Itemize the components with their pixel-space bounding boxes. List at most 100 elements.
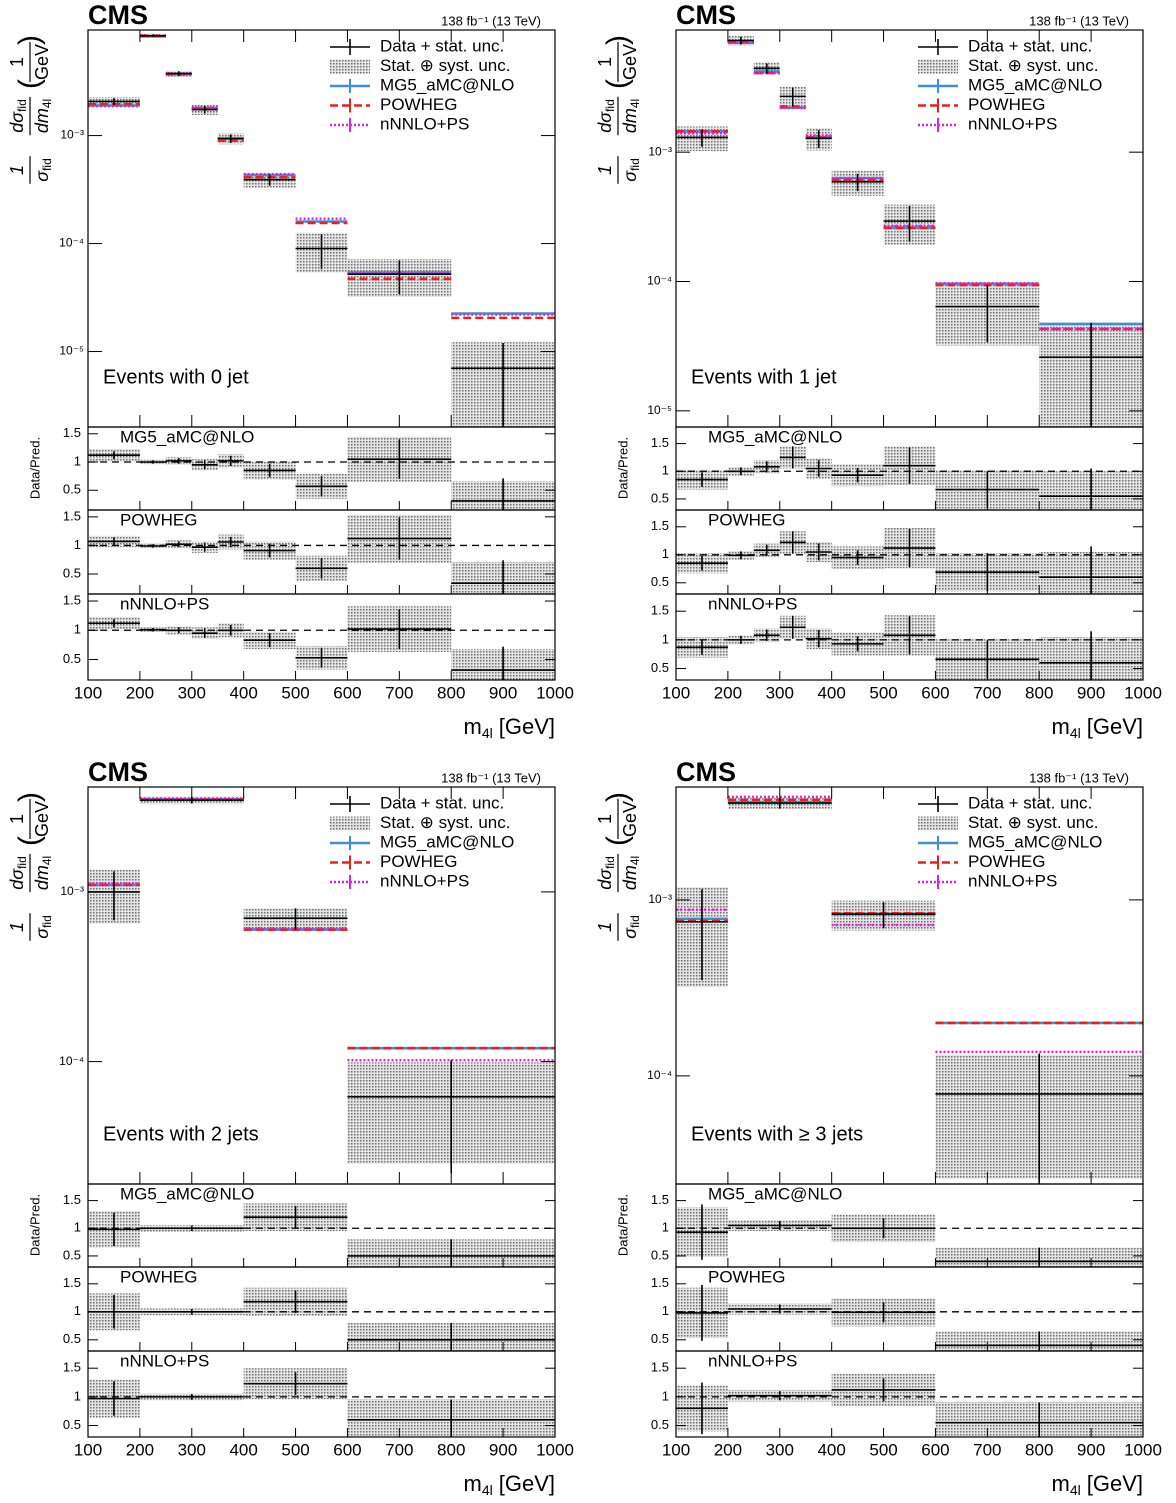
experiment-label: CMS [676, 757, 736, 787]
ratio-y-tick-label: 0.5 [651, 660, 669, 675]
y-label-part: 1 [7, 814, 27, 824]
x-tick-label: 900 [1077, 683, 1105, 702]
legend-label: MG5_aMC@NLO [968, 832, 1102, 851]
y-label-part: 1 [595, 922, 615, 932]
ratio-y-tick-label: 1.5 [651, 435, 669, 450]
x-label-part: m [464, 1471, 482, 1496]
ratio-y-tick-label: 1 [662, 631, 669, 646]
ratio-y-tick-label: 0.5 [651, 490, 669, 505]
x-tick-label: 1000 [1124, 683, 1162, 702]
x-tick-label: 800 [1025, 1440, 1053, 1459]
y-label-paren: ) [13, 792, 46, 802]
x-axis-label: m4l [GeV] [1052, 1471, 1143, 1498]
ratio-label: MG5_aMC@NLO [708, 427, 842, 446]
y-label-numerator: 1 [7, 165, 27, 175]
ratio-frame [675, 593, 1144, 681]
x-tick-label: 600 [333, 1440, 361, 1459]
legend-label: Data + stat. unc. [968, 793, 1092, 812]
legend-label: Data + stat. unc. [380, 36, 504, 55]
ratio-y-tick-label: 1 [74, 1388, 81, 1403]
plot-area [88, 33, 555, 427]
y-label-paren: ( [601, 79, 634, 89]
y-label-paren: ( [601, 836, 634, 846]
y-label-denominator: GeV [620, 801, 640, 837]
ratio-y-label: Data/Pred. [615, 437, 630, 499]
y-label-denominator: dm4l [620, 99, 642, 133]
x-tick-label: 700 [385, 1440, 413, 1459]
annotation: Events with 1 jet [691, 366, 837, 388]
x-tick-label: 300 [766, 1440, 794, 1459]
y-label-part: σ [32, 170, 52, 182]
x-tick-label: 200 [126, 1440, 154, 1459]
ratio-label: MG5_aMC@NLO [708, 1184, 842, 1203]
x-tick-label: 1000 [536, 683, 574, 702]
ratio-y-tick-label: 0.5 [651, 1331, 669, 1346]
legend-label: POWHEG [968, 852, 1045, 871]
ratio-y-tick-label: 1.5 [63, 1360, 81, 1375]
plot-area [676, 527, 1143, 594]
experiment-label: CMS [88, 757, 148, 787]
y-label-denominator: σfid [32, 915, 54, 939]
y-label-numerator: 1 [595, 165, 615, 175]
y-label-part: dσ [595, 868, 615, 890]
y-label-sub: fid [40, 158, 54, 171]
y-label-numerator: dσfid [595, 856, 617, 890]
annotation: Events with 2 jets [103, 1123, 259, 1145]
y-label-paren: ) [13, 35, 46, 45]
y-tick-label: 10⁻³ [60, 884, 84, 898]
ratio-frame [675, 1350, 1144, 1438]
x-tick-label: 400 [817, 1440, 845, 1459]
x-axis-label: m4l [GeV] [1052, 714, 1143, 741]
ratio-label: MG5_aMC@NLO [120, 1184, 254, 1203]
lumi-label: 138 fb⁻¹ (13 TeV) [1029, 770, 1129, 785]
ratio-y-tick-label: 1.5 [651, 1275, 669, 1290]
ratio-y-tick-label: 1 [662, 546, 669, 561]
x-tick-label: 200 [126, 683, 154, 702]
annotation: Events with ≥ 3 jets [691, 1123, 863, 1145]
y-label-paren: ( [13, 836, 46, 846]
y-label-sub: fid [15, 856, 29, 869]
plot-area [88, 1368, 555, 1437]
y-label-sub: fid [628, 158, 642, 171]
x-tick-label: 100 [662, 683, 690, 702]
y-label-sub: fid [603, 99, 617, 112]
legend-label: Data + stat. unc. [968, 36, 1092, 55]
legend-label: nNNLO+PS [968, 114, 1057, 133]
x-tick-label: 200 [714, 683, 742, 702]
legend-label: Data + stat. unc. [380, 793, 504, 812]
ratio-y-tick-label: 0.5 [63, 482, 81, 497]
y-label-numerator: dσfid [7, 856, 29, 890]
y-label-part: dm [620, 108, 640, 133]
x-tick-label: 600 [921, 683, 949, 702]
ratio-y-tick-label: 0.5 [63, 565, 81, 580]
ratio-frame [87, 1350, 556, 1438]
x-label-unit: [GeV] [499, 714, 555, 739]
ratio-y-tick-label: 0.5 [651, 1417, 669, 1432]
plot-area [676, 36, 1143, 427]
plot-area [676, 1204, 1143, 1267]
lumi-label: 138 fb⁻¹ (13 TeV) [1029, 13, 1129, 28]
plot-area [676, 795, 1143, 1184]
y-label-part: GeV [32, 44, 52, 80]
plot-area [88, 1203, 555, 1267]
x-tick-label: 900 [1077, 1440, 1105, 1459]
y-tick-label: 10⁻⁵ [647, 403, 672, 417]
y-tick-label: 10⁻³ [648, 144, 672, 158]
y-label-numerator: 1 [595, 57, 615, 67]
y-label-sub: 4l [628, 856, 642, 865]
plot-area [676, 1284, 1143, 1351]
x-tick-label: 600 [921, 1440, 949, 1459]
y-label-part: 1 [595, 57, 615, 67]
legend-swatch [330, 59, 370, 74]
x-label-sub: 4l [482, 1482, 493, 1498]
legend-label: nNNLO+PS [380, 871, 469, 890]
annotation: Events with 0 jet [103, 366, 249, 388]
ratio-y-tick-label: 1.5 [63, 425, 81, 440]
x-label-part: m [1052, 714, 1070, 739]
legend-label: POWHEG [380, 95, 457, 114]
ratio-label: POWHEG [708, 1267, 785, 1286]
legend-label: nNNLO+PS [968, 871, 1057, 890]
ratio-label: nNNLO+PS [120, 1351, 209, 1370]
